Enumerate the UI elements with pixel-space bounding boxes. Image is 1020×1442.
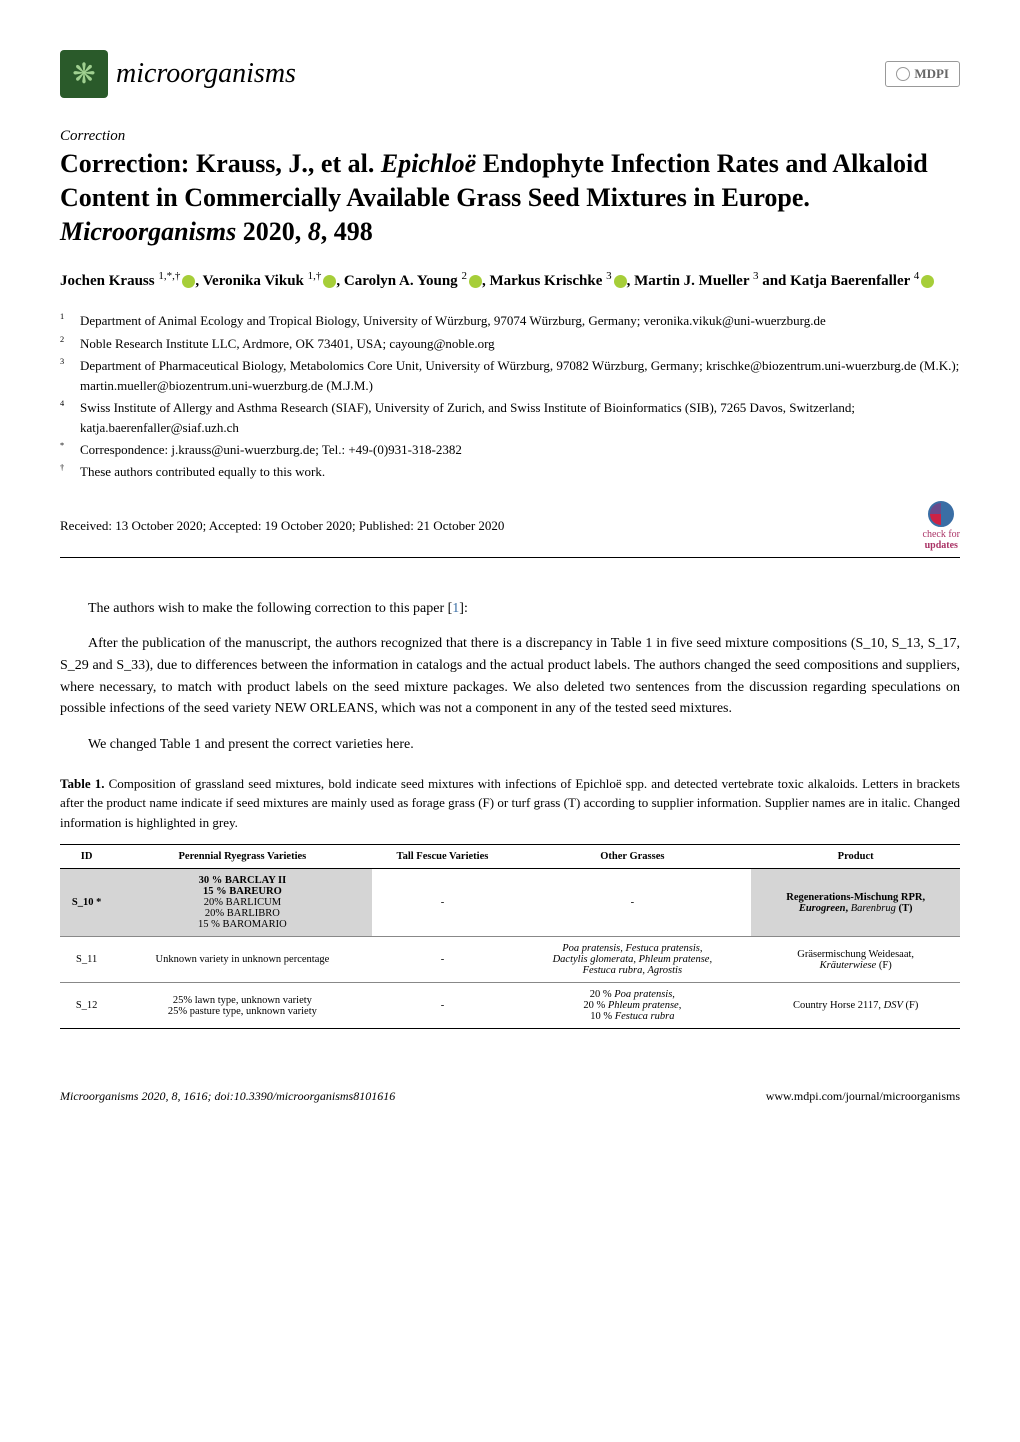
table-column-header: Perennial Ryegrass Varieties: [113, 845, 371, 869]
publisher-logo: MDPI: [885, 61, 960, 87]
header-row: ❋ microorganisms MDPI: [60, 50, 960, 98]
table-caption-prefix: Table 1.: [60, 776, 109, 791]
para1-text: The authors wish to make the following c…: [88, 601, 452, 616]
check-updates-line2: updates: [923, 540, 960, 551]
title-prefix: Correction: Krauss, J., et al.: [60, 149, 381, 178]
author: Jochen Krauss 1,*,†,: [60, 273, 203, 289]
orcid-icon[interactable]: [182, 275, 195, 288]
table-body: S_10 *30 % BARCLAY II15 % BAREURO20% BAR…: [60, 869, 960, 1029]
affiliation-text: Noble Research Institute LLC, Ardmore, O…: [80, 334, 960, 354]
table-cell: 25% lawn type, unknown variety25% pastur…: [113, 983, 371, 1029]
table-column-header: Product: [751, 845, 960, 869]
author: Katja Baerenfaller 4: [790, 273, 934, 289]
affiliation-item: *Correspondence: j.krauss@uni-wuerzburg.…: [60, 440, 960, 460]
para1-end: ]:: [459, 601, 468, 616]
table-cell: -: [372, 869, 514, 937]
table-cell: Country Horse 2117, DSV (F): [751, 983, 960, 1029]
affiliation-text: Swiss Institute of Allergy and Asthma Re…: [80, 398, 960, 438]
table-row: S_10 *30 % BARCLAY II15 % BAREURO20% BAR…: [60, 869, 960, 937]
title-italic2: Microorganisms: [60, 217, 236, 246]
table-column-header: ID: [60, 845, 113, 869]
table-cell: Unknown variety in unknown percentage: [113, 937, 371, 983]
check-updates-line1: check for: [923, 529, 960, 540]
publisher-label: MDPI: [914, 66, 949, 82]
affiliation-item: 3Department of Pharmaceutical Biology, M…: [60, 356, 960, 396]
affiliation-marker: 2: [60, 334, 80, 354]
table-row: S_1225% lawn type, unknown variety25% pa…: [60, 983, 960, 1029]
affiliation-item: 4Swiss Institute of Allergy and Asthma R…: [60, 398, 960, 438]
title-suffix: 2020,: [236, 217, 308, 246]
orcid-icon[interactable]: [323, 275, 336, 288]
paragraph-3: We changed Table 1 and present the corre…: [60, 734, 960, 756]
page-footer: Microorganisms 2020, 8, 1616; doi:10.339…: [60, 1089, 960, 1104]
table-cell: Gräsermischung Weidesaat,Kräuterwiese (F…: [751, 937, 960, 983]
affiliation-text: Department of Animal Ecology and Tropica…: [80, 311, 960, 331]
author: Markus Krischke 3,: [489, 273, 634, 289]
table-cell: S_10 *: [60, 869, 113, 937]
title-vol: 8: [308, 217, 321, 246]
table-cell: S_12: [60, 983, 113, 1029]
orcid-icon[interactable]: [469, 275, 482, 288]
mdpi-circle-icon: [896, 67, 910, 81]
table-caption-text: Composition of grassland seed mixtures, …: [60, 776, 960, 830]
journal-logo: ❋ microorganisms: [60, 50, 296, 98]
authors-list: Jochen Krauss 1,*,†, Veronika Vikuk 1,†,…: [60, 268, 960, 293]
table-column-header: Other Grasses: [513, 845, 751, 869]
affiliation-marker: 4: [60, 398, 80, 438]
article-title: Correction: Krauss, J., et al. Epichloë …: [60, 147, 960, 248]
affiliation-text: Department of Pharmaceutical Biology, Me…: [80, 356, 960, 396]
table-cell: S_11: [60, 937, 113, 983]
affiliation-item: 1Department of Animal Ecology and Tropic…: [60, 311, 960, 331]
table-row: S_11Unknown variety in unknown percentag…: [60, 937, 960, 983]
table-cell: -: [513, 869, 751, 937]
table-cell: 30 % BARCLAY II15 % BAREURO20% BARLICUM2…: [113, 869, 371, 937]
table-column-header: Tall Fescue Varieties: [372, 845, 514, 869]
author: Carolyn A. Young 2,: [344, 273, 490, 289]
orcid-icon[interactable]: [921, 275, 934, 288]
footer-left: Microorganisms 2020, 8, 1616; doi:10.339…: [60, 1089, 395, 1104]
table-cell: Poa pratensis, Festuca pratensis,Dactyli…: [513, 937, 751, 983]
affiliation-item: 2Noble Research Institute LLC, Ardmore, …: [60, 334, 960, 354]
table-caption: Table 1. Composition of grassland seed m…: [60, 774, 960, 833]
table-cell: -: [372, 937, 514, 983]
journal-name: microorganisms: [116, 58, 296, 90]
author: Martin J. Mueller 3 and: [634, 273, 790, 289]
paragraph-2: After the publication of the manuscript,…: [60, 633, 960, 720]
seed-mixture-table: IDPerennial Ryegrass VarietiesTall Fescu…: [60, 844, 960, 1029]
check-updates-badge[interactable]: check for updates: [923, 501, 960, 551]
check-updates-icon: [928, 501, 954, 527]
author: Veronika Vikuk 1,†,: [203, 273, 344, 289]
title-pages: , 498: [321, 217, 373, 246]
article-category: Correction: [60, 128, 960, 145]
table-cell: Regenerations-Mischung RPR,Eurogreen, Ba…: [751, 869, 960, 937]
affiliation-marker: *: [60, 440, 80, 460]
affiliations-list: 1Department of Animal Ecology and Tropic…: [60, 311, 960, 482]
footer-right: www.mdpi.com/journal/microorganisms: [766, 1089, 960, 1104]
affiliation-text: Correspondence: j.krauss@uni-wuerzburg.d…: [80, 440, 960, 460]
affiliation-marker: †: [60, 462, 80, 482]
orcid-icon[interactable]: [614, 275, 627, 288]
publication-dates: Received: 13 October 2020; Accepted: 19 …: [60, 518, 504, 534]
journal-logo-icon: ❋: [60, 50, 108, 98]
title-italic1: Epichloë: [381, 149, 476, 178]
publication-dates-row: Received: 13 October 2020; Accepted: 19 …: [60, 501, 960, 558]
affiliation-marker: 3: [60, 356, 80, 396]
table-header-row: IDPerennial Ryegrass VarietiesTall Fescu…: [60, 845, 960, 869]
paragraph-1: The authors wish to make the following c…: [60, 598, 960, 620]
table-cell: -: [372, 983, 514, 1029]
affiliation-item: †These authors contributed equally to th…: [60, 462, 960, 482]
affiliation-marker: 1: [60, 311, 80, 331]
affiliation-text: These authors contributed equally to thi…: [80, 462, 960, 482]
table-cell: 20 % Poa pratensis,20 % Phleum pratense,…: [513, 983, 751, 1029]
